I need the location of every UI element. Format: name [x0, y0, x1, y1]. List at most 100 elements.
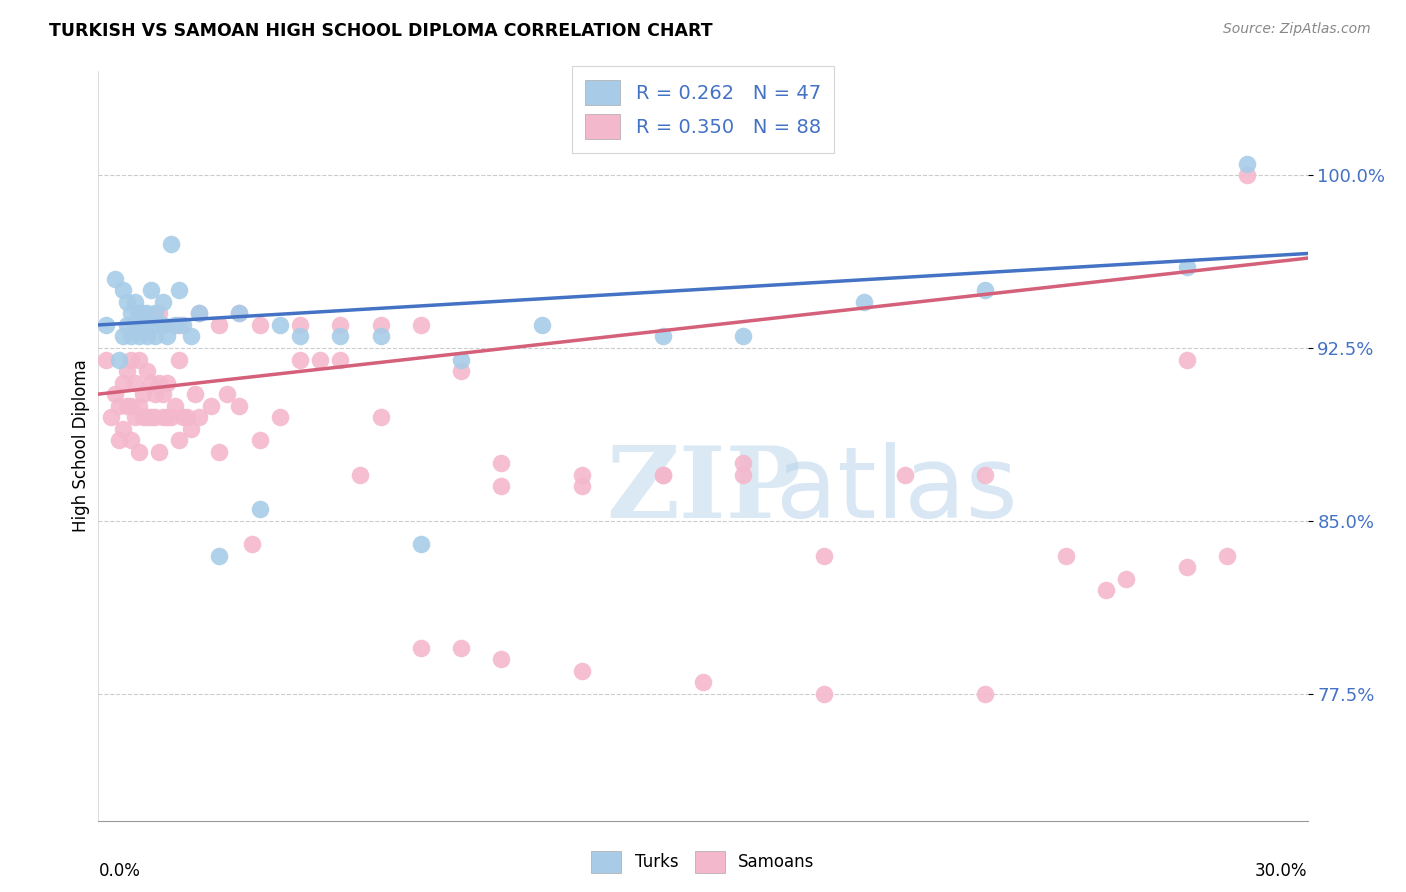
Point — [139, 284, 162, 298]
Point — [167, 434, 190, 448]
Point — [1115, 572, 1137, 586]
Point — [491, 479, 513, 493]
Point — [107, 434, 129, 448]
Point — [288, 352, 311, 367]
Text: Source: ZipAtlas.com: Source: ZipAtlas.com — [1223, 22, 1371, 37]
Point — [124, 294, 146, 309]
Point — [163, 318, 186, 332]
Point — [180, 329, 202, 343]
Point — [103, 272, 125, 286]
Point — [893, 467, 915, 482]
Point — [172, 318, 194, 332]
Point — [143, 410, 166, 425]
Point — [813, 687, 835, 701]
Point — [135, 306, 157, 320]
Point — [1236, 156, 1258, 170]
Text: ZIP: ZIP — [606, 442, 801, 540]
Point — [309, 352, 332, 367]
Point — [208, 318, 231, 332]
Point — [228, 399, 250, 413]
Point — [139, 376, 162, 390]
Point — [139, 410, 162, 425]
Point — [651, 467, 673, 482]
Point — [228, 306, 250, 320]
Point — [115, 318, 138, 332]
Point — [148, 444, 170, 458]
Point — [128, 306, 150, 320]
Point — [1175, 560, 1198, 574]
Point — [160, 237, 183, 252]
Point — [571, 664, 593, 678]
Text: 30.0%: 30.0% — [1256, 862, 1308, 880]
Point — [111, 422, 134, 436]
Point — [115, 364, 138, 378]
Point — [813, 549, 835, 563]
Point — [111, 376, 134, 390]
Point — [188, 306, 211, 320]
Point — [132, 306, 155, 320]
Point — [269, 410, 291, 425]
Text: 0.0%: 0.0% — [98, 862, 141, 880]
Point — [180, 422, 202, 436]
Point — [409, 537, 432, 551]
Y-axis label: High School Diploma: High School Diploma — [72, 359, 90, 533]
Point — [974, 467, 997, 482]
Point — [188, 306, 211, 320]
Point — [107, 399, 129, 413]
Point — [132, 387, 155, 401]
Point — [1175, 260, 1198, 275]
Point — [409, 318, 432, 332]
Point — [100, 410, 122, 425]
Point — [124, 376, 146, 390]
Point — [571, 467, 593, 482]
Point — [288, 329, 311, 343]
Point — [111, 284, 134, 298]
Point — [120, 306, 142, 320]
Point — [143, 306, 166, 320]
Point — [128, 329, 150, 343]
Point — [249, 502, 271, 516]
Point — [135, 329, 157, 343]
Point — [148, 306, 170, 320]
Point — [571, 479, 593, 493]
Point — [148, 318, 170, 332]
Point — [167, 284, 190, 298]
Point — [733, 329, 755, 343]
Point — [124, 318, 146, 332]
Point — [148, 376, 170, 390]
Point — [107, 352, 129, 367]
Point — [132, 318, 155, 332]
Point — [120, 434, 142, 448]
Point — [132, 410, 155, 425]
Point — [188, 410, 211, 425]
Point — [692, 675, 714, 690]
Point — [491, 456, 513, 470]
Point — [249, 318, 271, 332]
Point — [160, 410, 183, 425]
Point — [1216, 549, 1239, 563]
Point — [370, 410, 392, 425]
Legend: Turks, Samoans: Turks, Samoans — [585, 845, 821, 880]
Point — [156, 410, 179, 425]
Point — [128, 399, 150, 413]
Point — [329, 329, 352, 343]
Point — [120, 352, 142, 367]
Point — [96, 318, 118, 332]
Point — [733, 456, 755, 470]
Point — [240, 537, 263, 551]
Point — [115, 399, 138, 413]
Point — [530, 318, 553, 332]
Point — [167, 352, 190, 367]
Point — [111, 329, 134, 343]
Point — [329, 352, 352, 367]
Point — [1175, 352, 1198, 367]
Point — [288, 318, 311, 332]
Point — [163, 399, 186, 413]
Point — [167, 318, 190, 332]
Point — [143, 387, 166, 401]
Point — [733, 467, 755, 482]
Point — [176, 410, 198, 425]
Point — [152, 410, 174, 425]
Point — [450, 364, 472, 378]
Point — [152, 294, 174, 309]
